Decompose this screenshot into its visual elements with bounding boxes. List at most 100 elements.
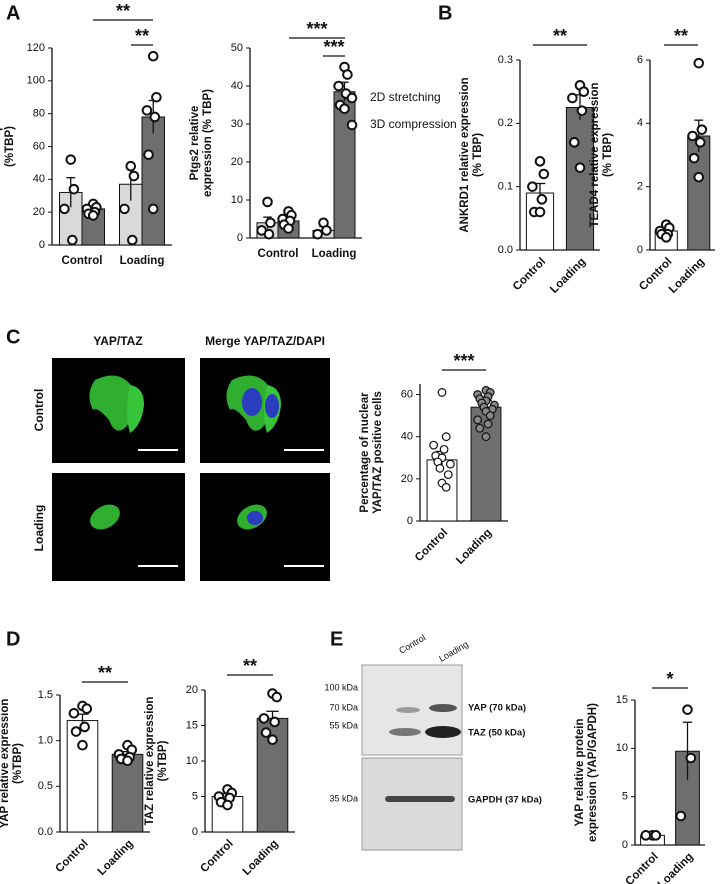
y-axis-label: TAZ relative expression	[144, 697, 156, 826]
data-point	[534, 156, 546, 167]
data-point	[650, 830, 662, 841]
data-point	[660, 232, 672, 243]
y-tick-label: 0.1	[498, 181, 513, 193]
y-tick-label: 0.0	[498, 244, 513, 256]
y-axis-label: Percentage of nuclear	[359, 392, 371, 513]
data-point	[640, 830, 652, 841]
data-point	[342, 69, 353, 80]
data-point	[693, 57, 705, 69]
significance-label: **	[243, 656, 257, 676]
data-point	[675, 810, 687, 822]
y-tick-label: 20	[401, 473, 413, 485]
y-tick-label: 10	[231, 194, 243, 206]
y-tick-label: 10	[616, 742, 628, 754]
panel-letter: C	[6, 326, 20, 348]
data-point	[81, 703, 93, 715]
y-tick-label: 0	[622, 839, 628, 851]
x-tick-label: Control	[62, 255, 103, 267]
data-point	[443, 470, 453, 480]
y-tick-label: 0.0	[38, 826, 53, 838]
data-point	[527, 181, 538, 192]
significance-label: ***	[323, 37, 344, 57]
data-point	[568, 137, 580, 148]
marker-label: 70 kDa	[329, 702, 358, 712]
x-tick-label: Control	[198, 838, 235, 875]
data-point	[67, 234, 78, 246]
data-point	[333, 80, 344, 92]
data-point	[141, 105, 153, 116]
data-point	[263, 228, 275, 240]
data-point	[687, 130, 698, 142]
y-axis-label: YAP relative expression	[0, 699, 11, 829]
data-point	[70, 726, 82, 737]
data-point	[68, 183, 80, 195]
y-axis-label: ANKRD1 relative expression	[459, 77, 471, 232]
x-tick-label: Loading	[454, 527, 494, 567]
y-tick-label: 5	[622, 791, 628, 803]
x-tick-label: Loading	[120, 255, 165, 267]
x-tick-label: Control	[623, 851, 660, 884]
data-point	[321, 225, 332, 236]
micrograph	[52, 358, 185, 463]
data-point	[258, 713, 270, 724]
data-point	[127, 234, 138, 246]
marker-label: 100 kDa	[324, 682, 358, 692]
y-tick-label: 40	[231, 80, 243, 92]
data-point	[685, 752, 697, 764]
y-tick-label: 40	[33, 173, 45, 185]
panel-letter: B	[438, 2, 452, 24]
y-axis-label: YAP/TAZ positive cells	[372, 391, 384, 514]
x-tick-label: Loading	[96, 838, 136, 878]
blot-image	[361, 664, 463, 851]
data-point	[696, 124, 708, 135]
y-axis-label: (%TBP)	[4, 126, 16, 167]
y-tick-label: 1.5	[38, 689, 53, 701]
y-tick-label: 0	[237, 232, 243, 244]
y-tick-label: 30	[231, 118, 243, 130]
y-tick-label: 0.5	[38, 780, 53, 792]
data-point	[578, 86, 590, 97]
y-tick-label: 10	[186, 755, 198, 767]
significance-label: **	[674, 26, 688, 46]
data-point	[125, 160, 137, 172]
y-tick-label: 20	[186, 684, 198, 696]
marker-label: 55 kDa	[329, 720, 358, 730]
data-point	[59, 203, 70, 215]
panel-letter: D	[6, 628, 20, 650]
y-axis-label: (% TBP)	[472, 133, 484, 177]
data-point	[265, 217, 276, 229]
significance-label: **	[553, 26, 567, 46]
data-point	[439, 444, 449, 454]
data-point	[87, 210, 99, 221]
data-point	[260, 727, 272, 738]
x-tick-label: Loading	[656, 851, 696, 884]
x-tick-label: Control	[258, 248, 299, 260]
x-tick-label: Loading	[241, 838, 281, 878]
y-tick-label: 40	[401, 431, 413, 443]
panel-letter: E	[330, 628, 343, 650]
significance-label: **	[116, 1, 130, 21]
data-point	[147, 50, 159, 62]
data-point	[143, 149, 154, 161]
data-point	[147, 203, 159, 215]
data-point	[128, 170, 140, 182]
data-point	[312, 228, 323, 240]
band-label: GAPDH (37 kDa)	[468, 795, 542, 806]
x-tick-label: Control	[413, 527, 450, 564]
micrograph	[52, 473, 185, 581]
data-point	[122, 755, 133, 767]
y-tick-label: 0	[192, 826, 198, 838]
legend-marker	[346, 119, 358, 131]
marker-label: 35 kDa	[329, 793, 358, 803]
significance-label: ***	[453, 351, 474, 371]
data-point	[267, 734, 278, 746]
y-axis-label: expression (% TBP)	[202, 89, 214, 197]
data-point	[283, 223, 294, 234]
data-point	[693, 171, 705, 183]
data-point	[481, 432, 491, 442]
panel-letter: A	[6, 2, 20, 24]
data-point	[429, 440, 439, 450]
y-axis-label: (% TBP)	[602, 133, 614, 177]
y-axis-label: TEAD4 relative expression	[589, 82, 601, 227]
